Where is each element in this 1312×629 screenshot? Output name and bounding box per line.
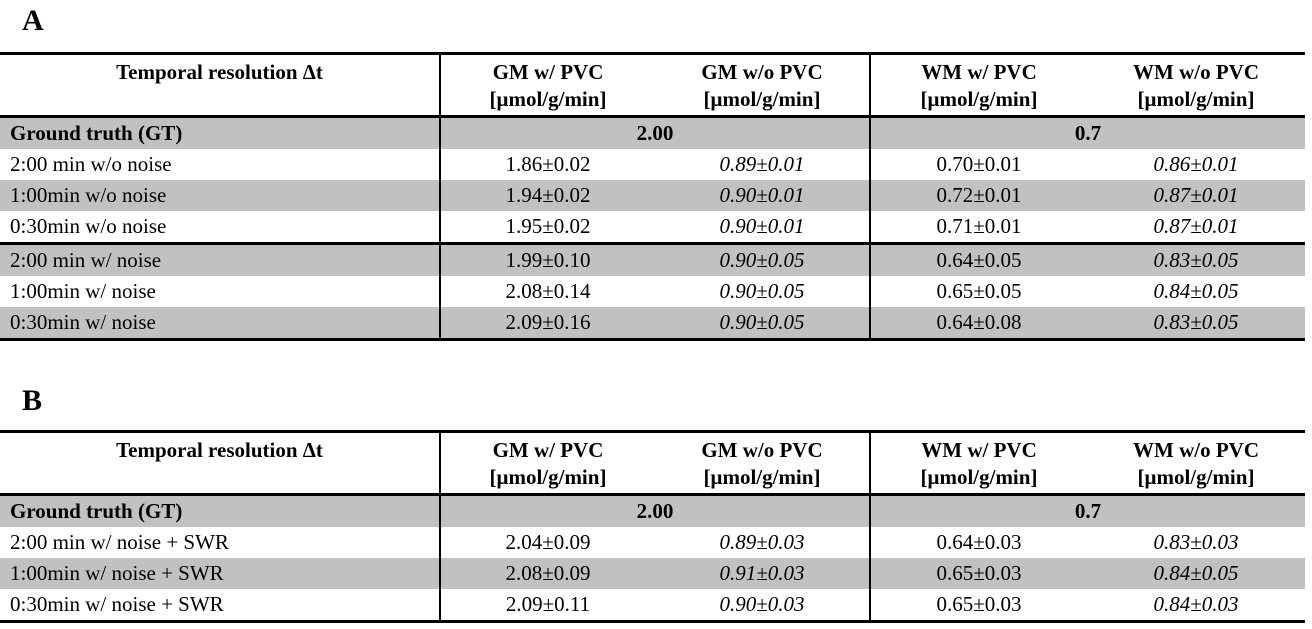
header-gm-w-pvc-title: GM w/ PVC [492,60,604,84]
header-wm-wo-pvc-unit: [μmol/g/min] [1137,87,1255,111]
cell-gm-pvc: 2.04±0.09 [505,530,591,554]
cell-gm-pvc: 1.86±0.02 [505,152,591,176]
header-gm-wo-pvc: GM w/o PVC [μmol/g/min] [655,53,871,118]
header-gm-wo-pvc-title: GM w/o PVC [701,60,823,84]
table-row: 2:00 min w/ noise 1.99±0.10 0.90±0.05 0.… [0,242,1305,276]
cell-wm-pvc: 0.71±0.01 [936,214,1022,238]
cell-gm-pvc: 2.08±0.14 [505,279,591,303]
header-temporal-resolution: Temporal resolution Δt [0,431,441,496]
header-wm-w-pvc-title: WM w/ PVC [921,438,1037,462]
panel-a-label: A [22,4,44,37]
row-label: 0:30min w/ noise + SWR [0,589,441,622]
table-row: 2:00 min w/ noise + SWR 2.04±0.09 0.89±0… [0,527,1305,558]
row-label-ground-truth: Ground truth (GT) [0,116,441,149]
table-row-ground-truth: Ground truth (GT) 2.00 0.7 [0,116,1305,149]
cell-gm-pvc: 2.08±0.09 [440,558,655,589]
cell-wm-nopvc: 0.84±0.03 [1153,592,1239,616]
header-gm-wo-pvc-title: GM w/o PVC [701,438,823,462]
table-b-kinetic-results-swr: Temporal resolution Δt GM w/ PVC [μmol/g… [0,430,1305,623]
table-b-header-row: Temporal resolution Δt GM w/ PVC [μmol/g… [0,431,1305,496]
header-gm-wo-pvc-unit: [μmol/g/min] [703,465,821,489]
cell-gm-pvc: 1.99±0.10 [440,242,655,276]
table-row: 2:00 min w/o noise 1.86±0.02 0.89±0.01 0… [0,149,1305,180]
header-wm-w-pvc-title: WM w/ PVC [921,60,1037,84]
cell-gm-nopvc: 0.91±0.03 [655,558,871,589]
cell-wm-nopvc: 0.84±0.05 [1153,279,1239,303]
cell-gm-nopvc: 0.90±0.05 [655,242,871,276]
header-wm-w-pvc: WM w/ PVC [μmol/g/min] [870,53,1087,118]
table-a-kinetic-results: Temporal resolution Δt GM w/ PVC [μmol/g… [0,52,1305,341]
cell-wm-nopvc: 0.83±0.05 [1087,307,1305,340]
cell-gm-nopvc: 0.90±0.01 [655,211,871,244]
header-wm-w-pvc-unit: [μmol/g/min] [920,87,1038,111]
header-wm-wo-pvc: WM w/o PVC [μmol/g/min] [1087,431,1305,496]
row-label: 1:00min w/o noise [0,180,441,211]
row-label: 1:00min w/ noise [0,276,441,307]
panel-b-label: B [22,384,43,417]
cell-wm-pvc: 0.65±0.03 [936,592,1022,616]
cell-gm-pvc: 2.09±0.16 [440,307,655,340]
header-wm-wo-pvc: WM w/o PVC [μmol/g/min] [1087,53,1305,118]
cell-gm-nopvc: 0.90±0.05 [655,276,871,307]
header-gm-wo-pvc-unit: [μmol/g/min] [703,87,821,111]
table-row: 0:30min w/ noise + SWR 2.09±0.11 0.90±0.… [0,589,1305,622]
cell-wm-nopvc: 0.87±0.01 [1153,214,1239,238]
cell-wm-pvc: 0.65±0.05 [936,279,1022,303]
row-label: 2:00 min w/ noise + SWR [0,527,441,558]
header-temporal-resolution: Temporal resolution Δt [0,53,441,118]
cell-wm-nopvc: 0.84±0.05 [1087,558,1305,589]
row-label: 2:00 min w/o noise [0,149,441,180]
cell-gm-nopvc: 0.90±0.03 [655,589,871,622]
cell-wm-nopvc: 0.86±0.01 [1153,152,1239,176]
header-wm-w-pvc-unit: [μmol/g/min] [920,465,1038,489]
header-gm-w-pvc-unit: [μmol/g/min] [489,87,607,111]
table-row: 0:30min w/ noise 2.09±0.16 0.90±0.05 0.6… [0,307,1305,340]
cell-wm-nopvc: 0.87±0.01 [1087,180,1305,211]
cell-wm-pvc: 0.64±0.05 [870,242,1087,276]
header-wm-wo-pvc-title: WM w/o PVC [1133,438,1259,462]
cell-gt-wm: 0.7 [870,494,1305,527]
header-wm-wo-pvc-title: WM w/o PVC [1133,60,1259,84]
cell-gt-gm: 2.00 [440,116,871,149]
cell-gm-nopvc: 0.89±0.03 [655,527,871,558]
table-row: 1:00min w/ noise + SWR 2.08±0.09 0.91±0.… [0,558,1305,589]
row-label: 2:00 min w/ noise [0,242,441,276]
table-row-ground-truth: Ground truth (GT) 2.00 0.7 [0,494,1305,527]
cell-gm-pvc: 1.95±0.02 [505,214,591,238]
header-gm-w-pvc-unit: [μmol/g/min] [489,465,607,489]
table-a-header-row: Temporal resolution Δt GM w/ PVC [μmol/g… [0,53,1305,118]
cell-gm-pvc: 2.09±0.11 [505,592,591,616]
row-label: 0:30min w/ noise [0,307,441,340]
header-temporal-resolution-label: Temporal resolution Δt [116,60,323,84]
row-label-ground-truth: Ground truth (GT) [0,494,441,527]
header-wm-wo-pvc-unit: [μmol/g/min] [1137,465,1255,489]
table-row: 1:00min w/ noise 2.08±0.14 0.90±0.05 0.6… [0,276,1305,307]
header-gm-wo-pvc: GM w/o PVC [μmol/g/min] [655,431,871,496]
cell-wm-pvc: 0.64±0.08 [870,307,1087,340]
header-temporal-resolution-label: Temporal resolution Δt [116,438,323,462]
row-label: 1:00min w/ noise + SWR [0,558,441,589]
cell-wm-pvc: 0.70±0.01 [936,152,1022,176]
header-gm-w-pvc-title: GM w/ PVC [492,438,604,462]
cell-wm-nopvc: 0.83±0.05 [1087,242,1305,276]
table-row: 1:00min w/o noise 1.94±0.02 0.90±0.01 0.… [0,180,1305,211]
cell-gm-nopvc: 0.90±0.05 [655,307,871,340]
cell-gm-pvc: 1.94±0.02 [440,180,655,211]
cell-wm-pvc: 0.64±0.03 [936,530,1022,554]
cell-gm-nopvc: 0.90±0.01 [655,180,871,211]
row-label: 0:30min w/o noise [0,211,441,244]
cell-wm-pvc: 0.72±0.01 [870,180,1087,211]
header-wm-w-pvc: WM w/ PVC [μmol/g/min] [870,431,1087,496]
header-gm-w-pvc: GM w/ PVC [μmol/g/min] [440,431,655,496]
table-row: 0:30min w/o noise 1.95±0.02 0.90±0.01 0.… [0,211,1305,244]
cell-wm-nopvc: 0.83±0.03 [1153,530,1239,554]
cell-wm-pvc: 0.65±0.03 [870,558,1087,589]
header-gm-w-pvc: GM w/ PVC [μmol/g/min] [440,53,655,118]
cell-gt-gm: 2.00 [440,494,871,527]
cell-gt-wm: 0.7 [870,116,1305,149]
cell-gm-nopvc: 0.89±0.01 [655,149,871,180]
